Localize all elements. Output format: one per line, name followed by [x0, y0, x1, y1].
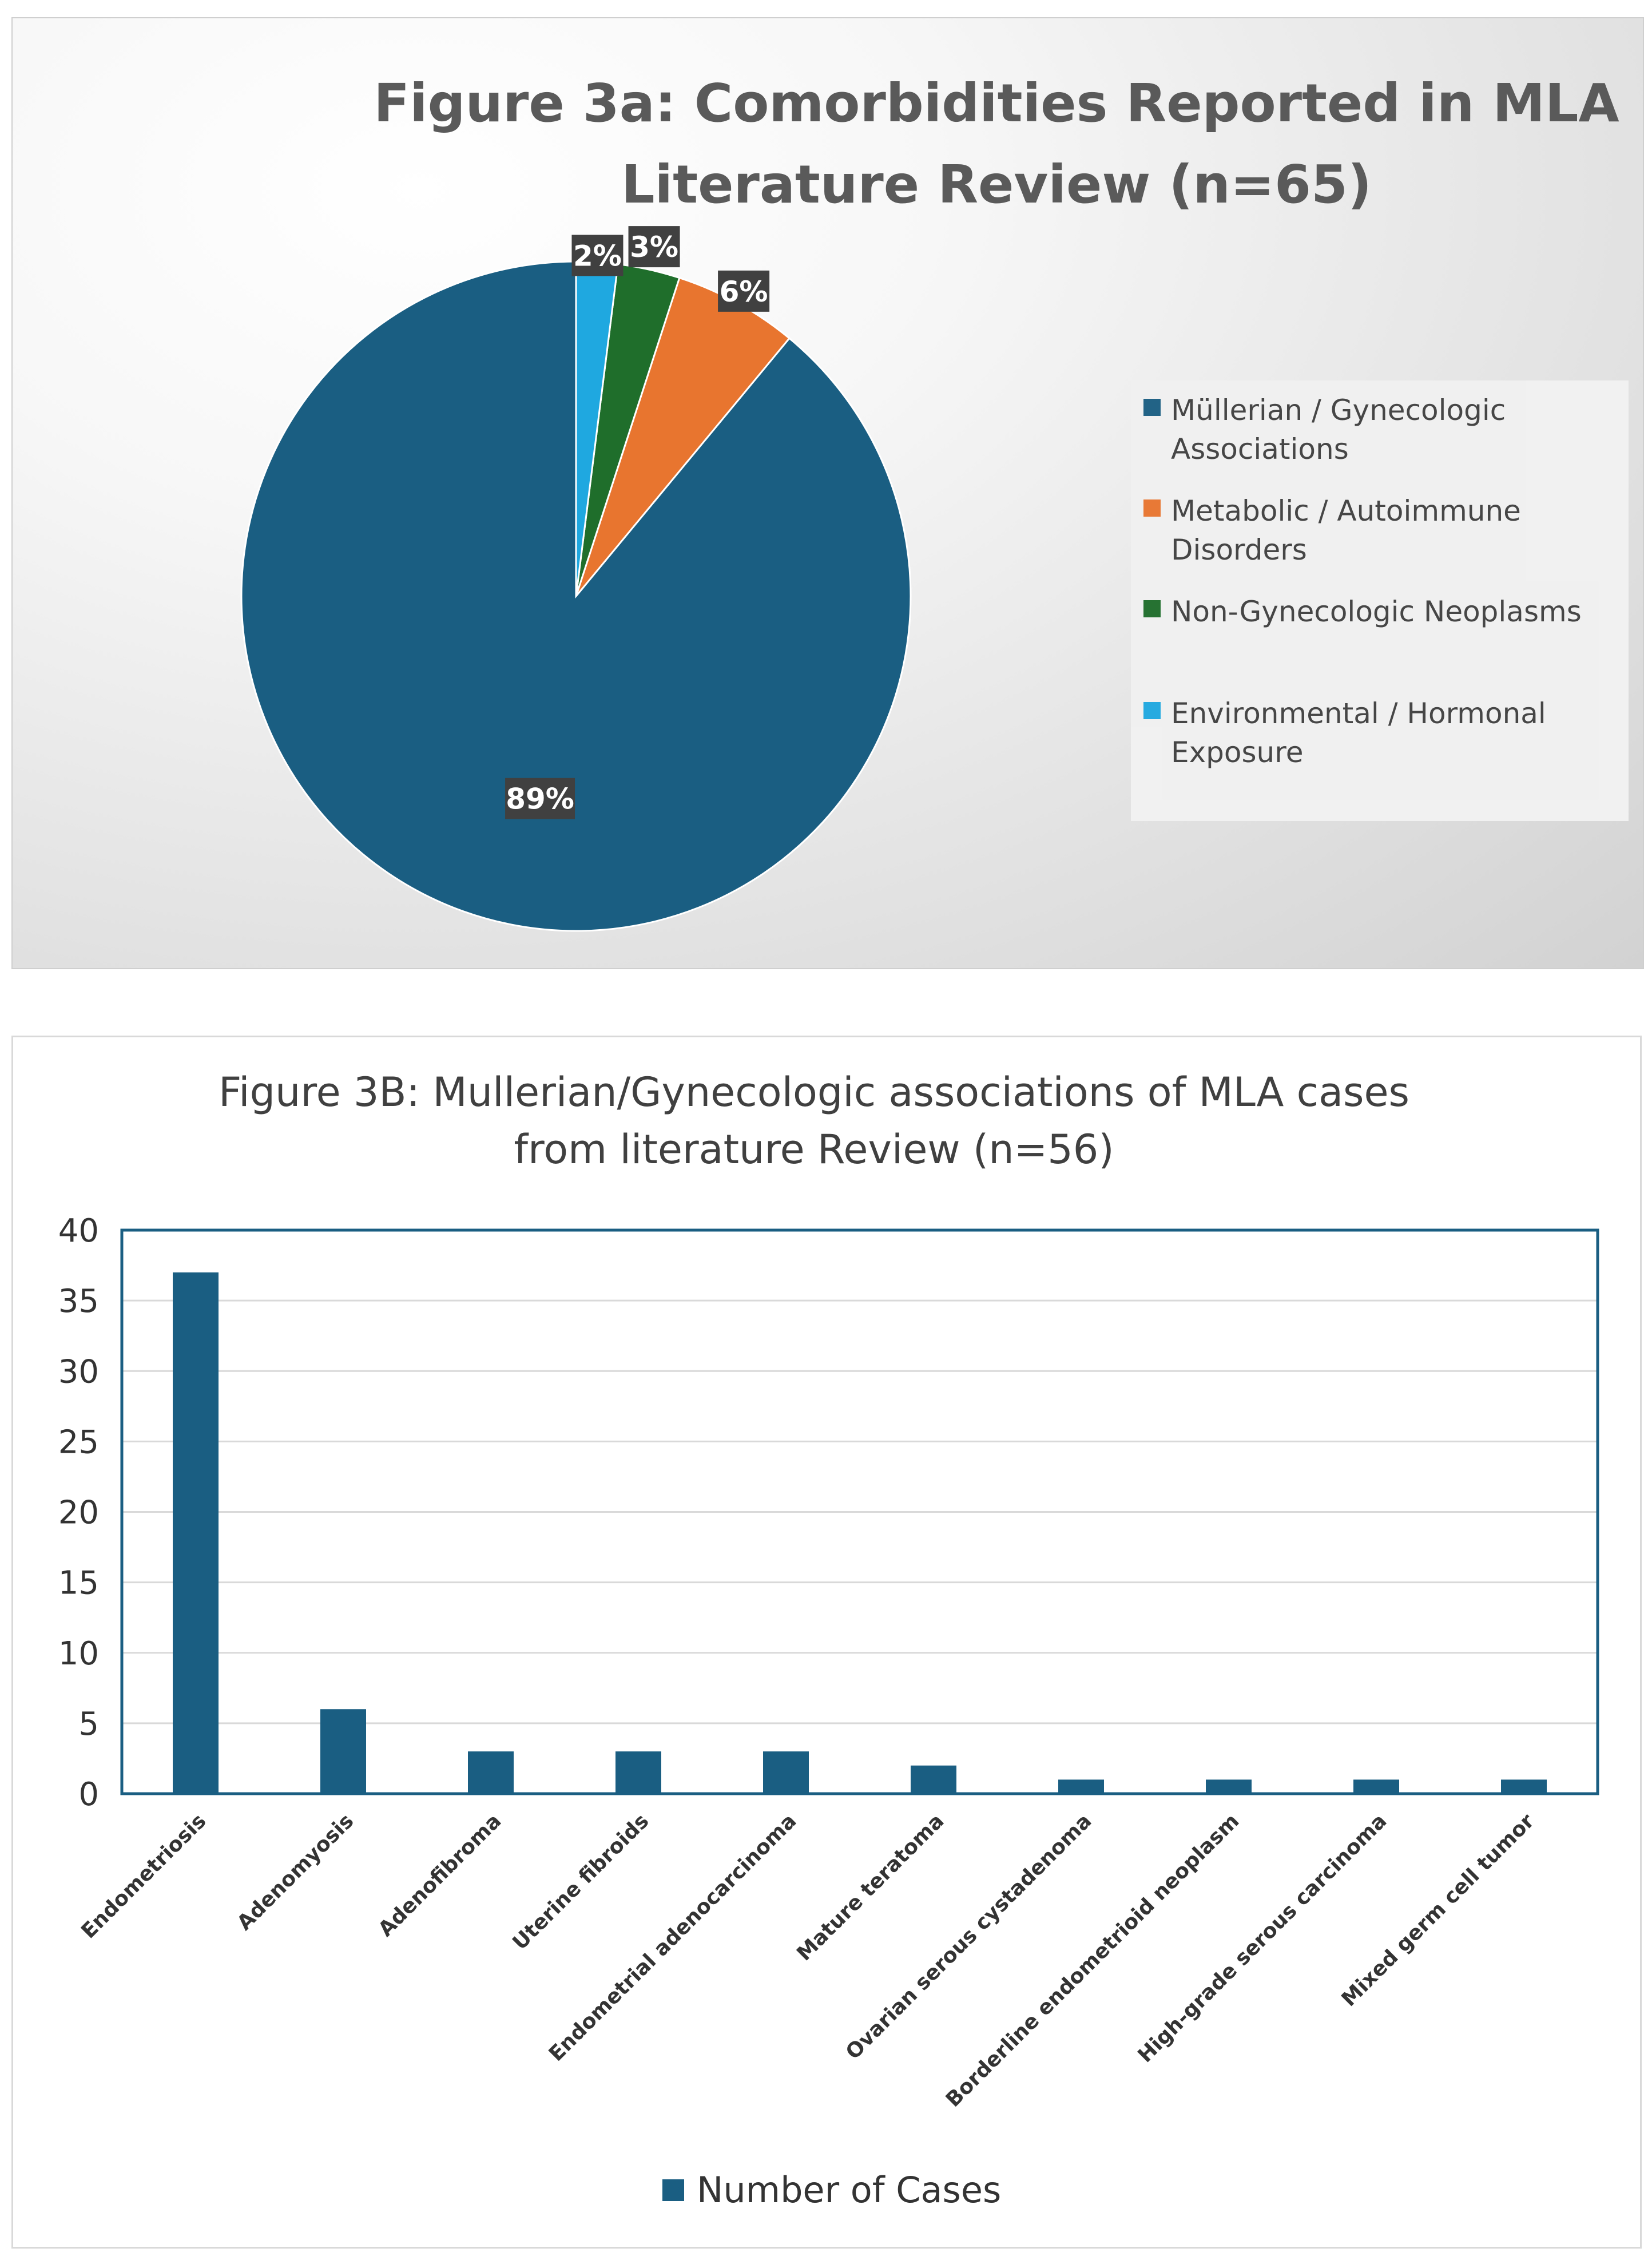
- x-tick-label: Uterine fibroids: [509, 1809, 654, 1954]
- y-tick-label: 25: [58, 1424, 99, 1461]
- x-tick-label: High-grade serous carcinoma: [1134, 1809, 1392, 2067]
- bar-legend-label: Number of Cases: [697, 2169, 1001, 2211]
- legend-swatch-icon: [1143, 499, 1161, 517]
- x-tick-label: Ovarian serous cystadenoma: [841, 1809, 1096, 2064]
- bar-legend: Number of Cases: [662, 2169, 1001, 2211]
- pie-legend-label-line-1: Müllerian / Gynecologic: [1171, 394, 1506, 427]
- pie-data-label-box: [571, 235, 624, 276]
- bar: [763, 1751, 809, 1794]
- y-tick-label: 35: [58, 1283, 99, 1320]
- pie-legend-label-line-2: Associations: [1171, 433, 1349, 466]
- pie-chart-panel: Figure 3a: Comorbidities Reported in MLA…: [11, 17, 1644, 969]
- pie-legend-label-line-1: Environmental / Hormonal: [1171, 697, 1546, 730]
- pie-legend-label-line-1: Metabolic / Autoimmune: [1171, 494, 1521, 528]
- pie-legend: Müllerian / Gynecologic Associations Met…: [1131, 380, 1629, 821]
- legend-swatch-icon: [1143, 702, 1161, 719]
- pie-legend-item: Metabolic / Autoimmune Disorders: [1143, 491, 1616, 569]
- y-tick-label: 30: [58, 1353, 99, 1390]
- legend-swatch-icon: [662, 2179, 684, 2201]
- y-tick-label: 15: [58, 1565, 99, 1602]
- x-tick-label: Endometriosis: [77, 1809, 211, 1943]
- pie-legend-label: Metabolic / Autoimmune Disorders: [1171, 491, 1521, 569]
- bar: [320, 1709, 366, 1794]
- pie-legend-item: Environmental / Hormonal Exposure: [1143, 694, 1616, 772]
- bar-title-line-2: from literature Review (n=56): [514, 1126, 1114, 1173]
- pie-legend-label: Non-Gynecologic Neoplasms: [1171, 592, 1582, 631]
- pie-data-label: 89%: [506, 783, 574, 816]
- pie-title-line-1: Figure 3a: Comorbidities Reported in MLA: [374, 73, 1619, 134]
- pie-legend-label-line-2: Disorders: [1171, 533, 1307, 566]
- bar: [615, 1751, 661, 1794]
- x-tick-label: Mature teratoma: [792, 1809, 948, 1965]
- pie-legend-label-line-2: Exposure: [1171, 736, 1304, 769]
- plot-area-frame: [120, 1228, 1599, 1795]
- pie-data-label-box: [718, 270, 770, 312]
- legend-swatch-icon: [1143, 399, 1161, 416]
- pie-chart: Figure 3a: Comorbidities Reported in MLA…: [240, 73, 1619, 932]
- pie-legend-label-line-1: Non-Gynecologic Neoplasms: [1171, 595, 1582, 628]
- bar-chart: Figure 3B: Mullerian/Gynecologic associa…: [58, 1069, 1599, 2211]
- x-tick-label: Adenofibroma: [374, 1809, 506, 1941]
- pie-data-label: 3%: [630, 231, 678, 264]
- bar: [1501, 1779, 1547, 1794]
- x-tick-label: Borderline endometrioid neoplasm: [942, 1809, 1244, 2111]
- pie-legend-label: Environmental / Hormonal Exposure: [1171, 694, 1546, 772]
- pie-data-label: 2%: [573, 239, 622, 272]
- legend-swatch-icon: [1143, 600, 1161, 617]
- y-tick-label: 0: [78, 1776, 99, 1813]
- pie-legend-item: Müllerian / Gynecologic Associations: [1143, 391, 1616, 469]
- bar: [1353, 1779, 1399, 1794]
- x-tick-label: Endometrial adenocarcinoma: [545, 1809, 801, 2065]
- bar: [1058, 1779, 1104, 1794]
- pie-data-label: 6%: [720, 275, 768, 308]
- pie-legend-item: Non-Gynecologic Neoplasms: [1143, 592, 1616, 631]
- y-tick-label: 20: [58, 1494, 99, 1532]
- pie-legend-label: Müllerian / Gynecologic Associations: [1171, 391, 1506, 469]
- bar: [173, 1272, 219, 1794]
- pie-data-label-box: [505, 778, 575, 819]
- y-tick-label: 5: [78, 1706, 99, 1743]
- bar: [468, 1751, 514, 1794]
- bar-chart-panel: Figure 3B: Mullerian/Gynecologic associa…: [11, 1036, 1642, 2249]
- bar-title-line-1: Figure 3B: Mullerian/Gynecologic associa…: [219, 1069, 1409, 1116]
- bar: [1206, 1779, 1252, 1794]
- y-tick-label: 40: [58, 1212, 99, 1250]
- pie-data-label-box: [628, 226, 680, 268]
- bar: [911, 1765, 956, 1794]
- y-tick-label: 10: [58, 1635, 99, 1672]
- pie-title-line-2: Literature Review (n=65): [621, 154, 1372, 215]
- x-tick-label: Adenomyosis: [233, 1809, 358, 1934]
